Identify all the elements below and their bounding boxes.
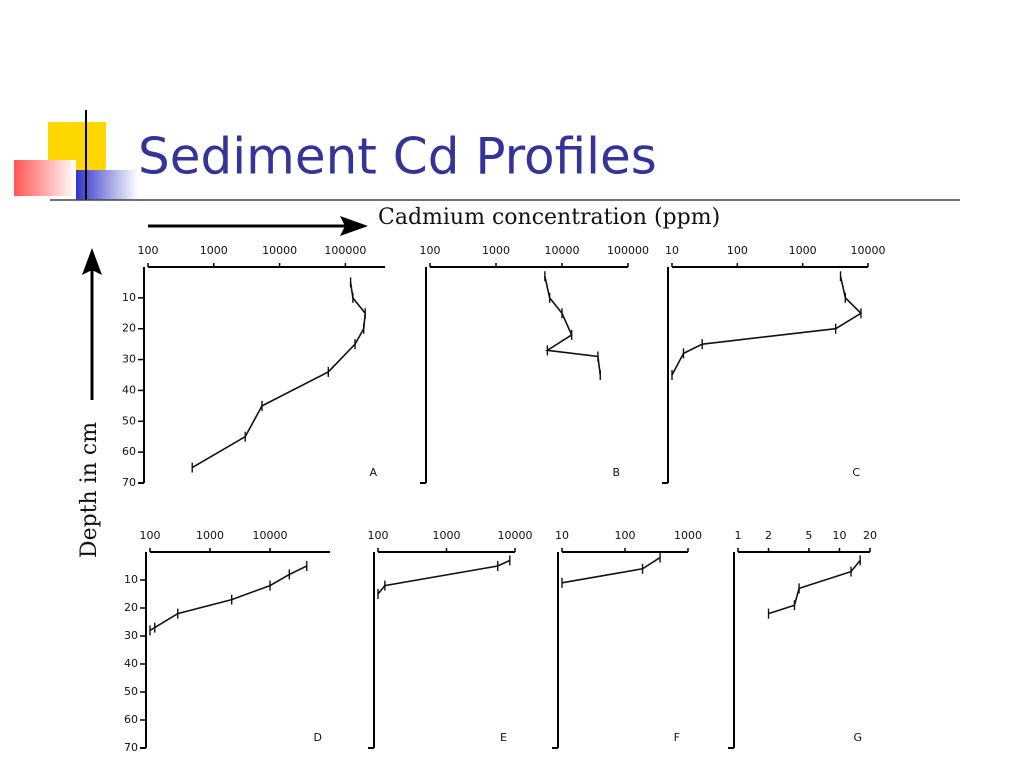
y-tick-label: 50 [124, 685, 138, 698]
x-tick-label: 100 [420, 244, 441, 257]
x-tick-label: 1000 [200, 244, 228, 257]
profile-line [377, 559, 511, 595]
y-tick-label: 40 [122, 383, 136, 396]
profile-line [149, 565, 308, 632]
figure: Cadmium concentration (ppm) Depth in cm [77, 205, 720, 558]
panel-label: G [853, 731, 862, 744]
x-tick-label: 10000 [262, 244, 297, 257]
x-tick-label: 1000 [674, 529, 702, 542]
y-tick-label: 10 [122, 291, 136, 304]
slide-title: Sediment Cd Profiles [138, 128, 657, 186]
y-tick-label: 40 [124, 657, 138, 670]
x-tick-label: 10 [665, 244, 679, 257]
decoration [14, 110, 960, 201]
x-tick-label: 1000 [196, 529, 224, 542]
x-tick-label: 100000 [607, 244, 649, 257]
x-tick-label: 10 [555, 529, 569, 542]
x-tick-label: 1000 [482, 244, 510, 257]
x-tick-label: 20 [863, 529, 877, 542]
profile-line [561, 556, 661, 584]
y-tick-label: 50 [122, 414, 136, 427]
profile-line [191, 282, 367, 469]
x-tick-label: 10000 [498, 529, 533, 542]
x-tick-label: 10 [832, 529, 846, 542]
x-tick-label: 100 [138, 244, 159, 257]
panel-label: C [852, 466, 860, 479]
panel-label: B [612, 466, 620, 479]
y-tick-label: 30 [122, 353, 136, 366]
panel-label: A [369, 466, 377, 479]
x-tick-label: 100000 [324, 244, 366, 257]
panel-label: F [674, 731, 680, 744]
profile-line [671, 276, 863, 376]
profile-line [768, 559, 861, 615]
x-tick-label: 100 [615, 529, 636, 542]
y-tick-label: 10 [124, 573, 138, 586]
x-tick-label: 100 [140, 529, 161, 542]
y-tick-label: 30 [124, 629, 138, 642]
x-tick-label: 1000 [789, 244, 817, 257]
x-tick-label: 100 [727, 244, 748, 257]
y-tick-label: 60 [122, 445, 136, 458]
x-tick-label: 1000 [433, 529, 461, 542]
y-tick-label: 20 [122, 322, 136, 335]
x-tick-label: 100 [368, 529, 389, 542]
x-tick-label: 2 [765, 529, 772, 542]
panel-label: E [500, 731, 507, 744]
x-tick-label: 10000 [851, 244, 886, 257]
x-tick-label: 1 [735, 529, 742, 542]
y-tick-label: 70 [122, 476, 136, 489]
y-tick-label: 60 [124, 713, 138, 726]
x-tick-label: 10000 [545, 244, 580, 257]
x-tick-label: 10000 [253, 529, 288, 542]
y-tick-label: 70 [124, 741, 138, 754]
x-axis-label: Cadmium concentration (ppm) [378, 205, 720, 230]
profile-line [544, 276, 602, 376]
y-axis-label: Depth in cm [77, 422, 102, 558]
y-tick-label: 20 [124, 601, 138, 614]
panel-label: D [314, 731, 322, 744]
x-tick-label: 5 [805, 529, 812, 542]
